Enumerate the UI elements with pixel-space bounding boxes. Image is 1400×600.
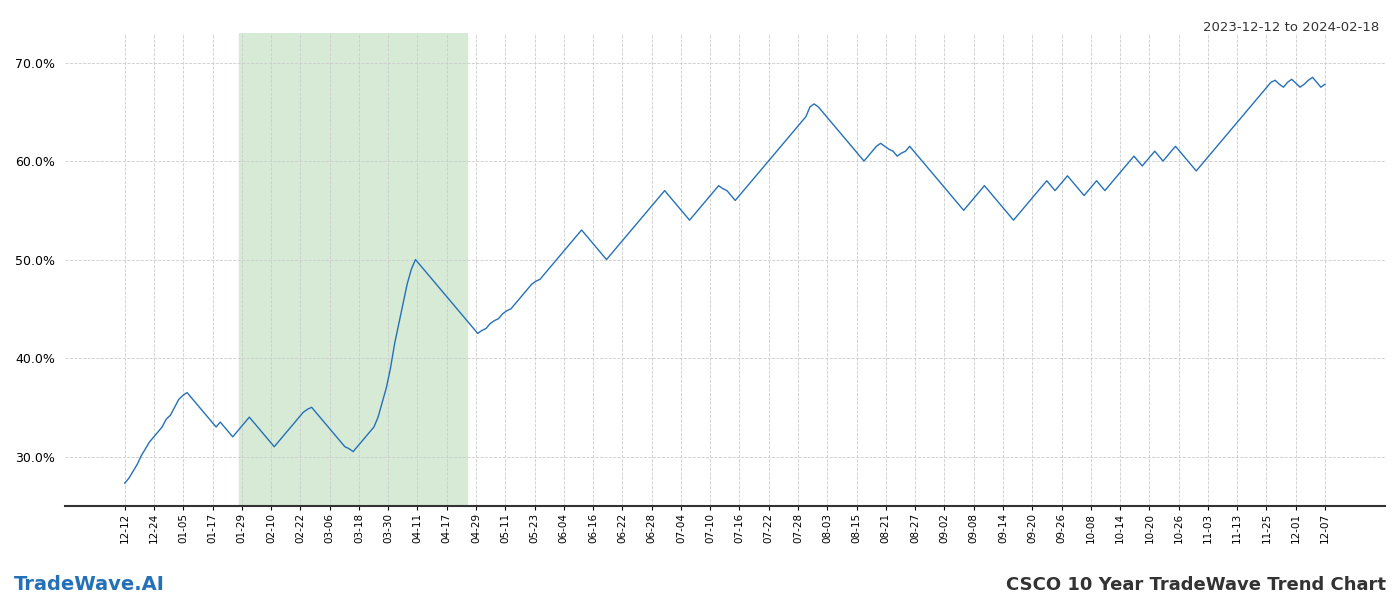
Bar (239, 33, 466, 506)
Text: 2023-12-12 to 2024-02-18: 2023-12-12 to 2024-02-18 (1203, 21, 1379, 34)
Text: CSCO 10 Year TradeWave Trend Chart: CSCO 10 Year TradeWave Trend Chart (1007, 576, 1386, 594)
Text: TradeWave.AI: TradeWave.AI (14, 575, 165, 594)
